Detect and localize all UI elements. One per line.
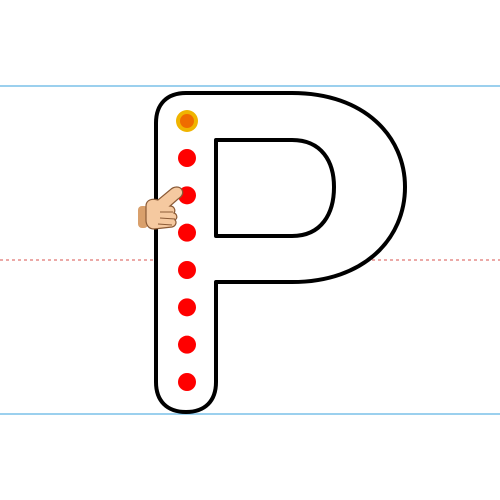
tracing-dots — [178, 149, 196, 391]
pointing-hand-icon[interactable] — [138, 186, 184, 230]
tracing-dot[interactable] — [178, 373, 196, 391]
hand-creases — [157, 211, 176, 226]
start-point-core — [180, 114, 194, 128]
letter-p-outline — [154, 91, 407, 414]
tracing-dot[interactable] — [178, 261, 196, 279]
tracing-dot[interactable] — [178, 149, 196, 167]
tracing-dot[interactable] — [178, 335, 196, 354]
tracing-dot[interactable] — [178, 223, 196, 242]
start-point[interactable] — [176, 110, 198, 132]
tracing-dot[interactable] — [178, 298, 196, 317]
